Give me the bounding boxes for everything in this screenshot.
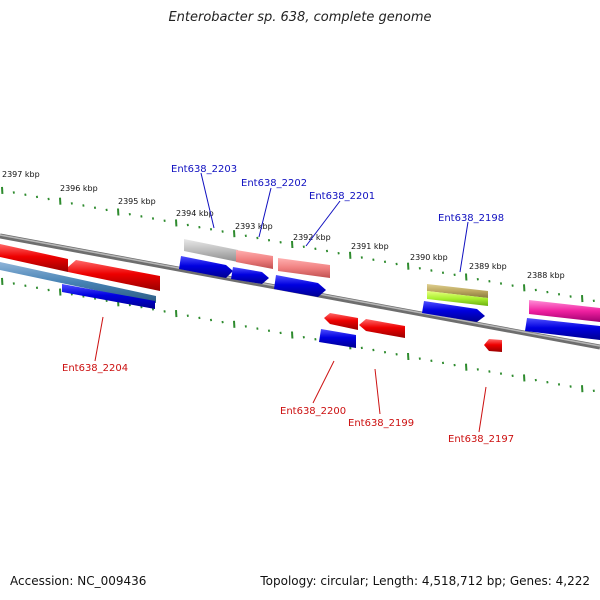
gene-feature[interactable]	[529, 300, 600, 322]
map-title: Enterobacter sp. 638, complete genome	[168, 10, 432, 25]
gene-label[interactable]: Ent638_2204	[62, 363, 128, 374]
callout-line	[374, 368, 381, 415]
gene-feature[interactable]	[0, 244, 68, 272]
gene-feature[interactable]	[231, 267, 269, 284]
gene-feature[interactable]	[525, 318, 600, 340]
plus-strand-features	[0, 239, 600, 322]
gene-label[interactable]: Ent638_2203	[171, 164, 237, 175]
accession-text: Accession: NC_009436	[10, 574, 147, 588]
gene-label[interactable]: Ent638_2199	[348, 418, 414, 429]
gene-label[interactable]: Ent638_2201	[309, 191, 375, 202]
gene-feature[interactable]	[184, 239, 238, 262]
kbp-label: 2395 kbp	[118, 197, 156, 206]
gene-label[interactable]: Ent638_2200	[280, 406, 346, 417]
gene-feature[interactable]	[274, 275, 326, 297]
kbp-label: 2389 kbp	[469, 262, 507, 271]
minus-strand-features	[319, 313, 502, 352]
callout-lines	[94, 172, 487, 433]
gene-label[interactable]: Ent638_2202	[241, 178, 307, 189]
kbp-label: 2397 kbp	[2, 170, 40, 179]
callout-line	[305, 200, 341, 247]
gene-feature[interactable]	[484, 339, 502, 352]
gene-label[interactable]: Ent638_2197	[448, 434, 514, 445]
gene-feature[interactable]	[324, 313, 358, 330]
gene-feature[interactable]	[62, 284, 155, 309]
gene-feature[interactable]	[427, 291, 488, 306]
gene-feature[interactable]	[427, 284, 488, 298]
gene-labels: Ent638_2204 Ent638_2203 Ent638_2202 Ent6…	[62, 164, 514, 445]
topology-text: Topology: circular; Length: 4,518,712 bp…	[260, 574, 590, 588]
gene-label[interactable]: Ent638_2198	[438, 213, 504, 224]
kbp-label: 2393 kbp	[235, 222, 273, 231]
gene-feature[interactable]	[236, 250, 273, 269]
gene-feature[interactable]	[359, 319, 405, 338]
gene-feature[interactable]	[422, 301, 485, 322]
callout-line	[94, 316, 104, 362]
callout-line	[200, 172, 215, 229]
kbp-label: 2396 kbp	[60, 184, 98, 193]
kbp-label: 2390 kbp	[410, 253, 448, 262]
gene-feature[interactable]	[68, 260, 160, 291]
gene-feature[interactable]	[319, 329, 356, 348]
callout-line	[258, 187, 272, 238]
outer-tick-track	[1, 186, 595, 303]
callout-line	[459, 221, 469, 273]
callout-line	[312, 360, 335, 404]
kbp-label: 2388 kbp	[527, 271, 565, 280]
callout-line	[478, 386, 487, 433]
gene-feature[interactable]	[278, 258, 330, 278]
gene-feature[interactable]	[179, 256, 233, 278]
gene-feature[interactable]	[0, 262, 156, 303]
kbp-label: 2394 kbp	[176, 209, 214, 218]
kbp-label: 2391 kbp	[351, 242, 389, 251]
plus-strand-arrows	[0, 256, 600, 340]
